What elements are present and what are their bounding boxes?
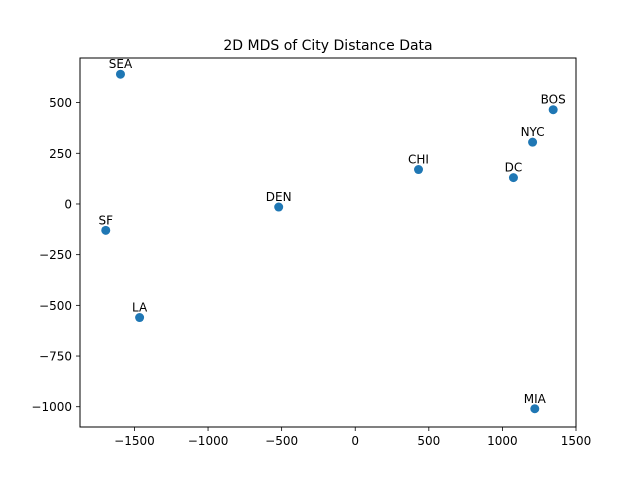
x-tick-label: −1000 [188, 434, 229, 448]
data-point-chi [414, 165, 424, 175]
y-tick-label: 0 [64, 197, 72, 211]
plot-frame [79, 57, 577, 428]
data-point-nyc [528, 137, 538, 147]
chart-title: 2D MDS of City Distance Data [223, 38, 432, 54]
point-label-bos: BOS [541, 93, 566, 107]
data-point-bos [548, 105, 558, 115]
point-label-la: LA [132, 301, 148, 315]
data-point-la [135, 313, 145, 323]
y-tick-label: −1000 [31, 400, 72, 414]
point-label-sf: SF [98, 213, 113, 227]
data-point-mia [530, 404, 540, 414]
data-point-dc [508, 173, 518, 183]
point-label-dc: DC [505, 161, 523, 175]
point-label-chi: CHI [408, 153, 429, 167]
y-tick-label: −500 [39, 299, 72, 313]
data-point-sea [115, 69, 125, 79]
x-tick-label: 0 [351, 434, 359, 448]
y-tick-label: 500 [49, 96, 72, 110]
x-tick-label: −1500 [114, 434, 155, 448]
point-label-den: DEN [266, 190, 292, 204]
point-label-sea: SEA [109, 57, 133, 71]
y-tick-label: −750 [39, 350, 72, 364]
data-point-sf [101, 225, 111, 235]
plot-area: −1500 −1000 −500 0 500 1000 1500 500 250 0 −250 −50… [31, 57, 591, 448]
data-point-den [274, 202, 284, 212]
point-label-nyc: NYC [521, 125, 545, 139]
x-tick-label: 1500 [561, 434, 592, 448]
point-label-mia: MIA [524, 392, 547, 406]
y-tick-label: 250 [49, 147, 72, 161]
x-tick-label: 500 [417, 434, 440, 448]
x-tick-label: 1000 [487, 434, 518, 448]
x-tick-label: −500 [265, 434, 298, 448]
y-tick-label: −250 [39, 248, 72, 262]
